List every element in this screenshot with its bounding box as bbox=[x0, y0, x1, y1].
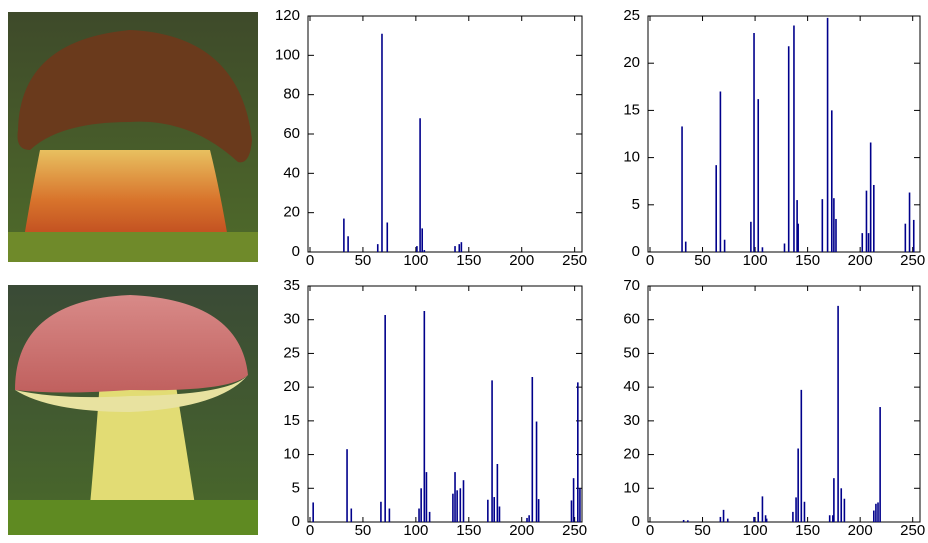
x-tick-label: 150 bbox=[456, 252, 481, 269]
y-tick-label: 5 bbox=[292, 479, 300, 496]
x-tick-label: 250 bbox=[900, 522, 925, 538]
x-tick-label: 0 bbox=[646, 252, 654, 269]
x-tick-label: 200 bbox=[509, 522, 534, 538]
x-tick-label: 100 bbox=[403, 522, 428, 538]
x-tick-label: 50 bbox=[355, 522, 372, 538]
y-tick-label: 5 bbox=[632, 196, 640, 213]
x-tick-label: 200 bbox=[848, 522, 873, 538]
y-tick-label: 25 bbox=[283, 344, 300, 361]
y-tick-label: 20 bbox=[623, 446, 640, 463]
plot-frame bbox=[307, 15, 583, 253]
y-tick-label: 40 bbox=[283, 164, 300, 181]
y-tick-label: 100 bbox=[275, 46, 300, 63]
y-tick-label: 30 bbox=[623, 412, 640, 429]
x-tick-label: 100 bbox=[743, 522, 768, 538]
y-tick-label: 20 bbox=[283, 378, 300, 395]
x-tick-label: 250 bbox=[562, 252, 587, 269]
y-tick-label: 10 bbox=[283, 446, 300, 463]
y-tick-label: 20 bbox=[283, 204, 300, 221]
x-tick-label: 100 bbox=[403, 252, 428, 269]
x-tick-label: 250 bbox=[900, 252, 925, 269]
y-tick-label: 15 bbox=[283, 412, 300, 429]
y-tick-label: 0 bbox=[632, 243, 640, 260]
histogram: 0 5 10 15 20 25 30 35 0 50 100 150 200 250 bbox=[283, 277, 587, 539]
x-tick-label: 0 bbox=[646, 522, 654, 538]
x-tick-label: 100 bbox=[743, 252, 768, 269]
x-tick-label: 200 bbox=[509, 252, 534, 269]
histogram: 0 10 20 30 40 50 60 70 0 50 100 150 200 250 bbox=[623, 277, 925, 539]
x-tick-label: 0 bbox=[306, 522, 314, 538]
x-tick-label: 150 bbox=[795, 252, 820, 269]
y-tick-label: 60 bbox=[283, 125, 300, 142]
y-tick-label: 60 bbox=[623, 311, 640, 328]
y-tick-label: 70 bbox=[623, 277, 640, 294]
y-tick-label: 10 bbox=[623, 479, 640, 496]
y-tick-label: 35 bbox=[283, 277, 300, 294]
photo-bottom bbox=[8, 285, 258, 535]
y-tick-label: 30 bbox=[283, 311, 300, 328]
x-tick-label: 200 bbox=[848, 252, 873, 269]
y-tick-label: 15 bbox=[623, 101, 640, 118]
x-tick-label: 50 bbox=[355, 252, 372, 269]
y-tick-label: 50 bbox=[623, 344, 640, 361]
plot-frame bbox=[307, 285, 583, 523]
x-tick-label: 50 bbox=[694, 522, 711, 538]
y-tick-label: 0 bbox=[292, 243, 300, 260]
x-tick-label: 250 bbox=[562, 522, 587, 538]
y-tick-label: 40 bbox=[623, 378, 640, 395]
plot-frame bbox=[647, 15, 921, 253]
x-tick-label: 150 bbox=[456, 522, 481, 538]
plot-frame bbox=[647, 285, 921, 523]
y-tick-label: 0 bbox=[292, 513, 300, 530]
photo-top bbox=[8, 12, 258, 262]
x-tick-label: 50 bbox=[694, 252, 711, 269]
y-tick-label: 120 bbox=[275, 7, 300, 24]
histogram: 0 20 40 60 80 100 120 0 50 100 150 200 250 bbox=[275, 7, 587, 269]
x-tick-label: 0 bbox=[306, 252, 314, 269]
y-tick-label: 0 bbox=[632, 513, 640, 530]
y-tick-label: 10 bbox=[623, 149, 640, 166]
x-tick-label: 150 bbox=[795, 522, 820, 538]
y-tick-label: 20 bbox=[623, 54, 640, 71]
y-tick-label: 25 bbox=[623, 7, 640, 24]
y-tick-label: 80 bbox=[283, 86, 300, 103]
